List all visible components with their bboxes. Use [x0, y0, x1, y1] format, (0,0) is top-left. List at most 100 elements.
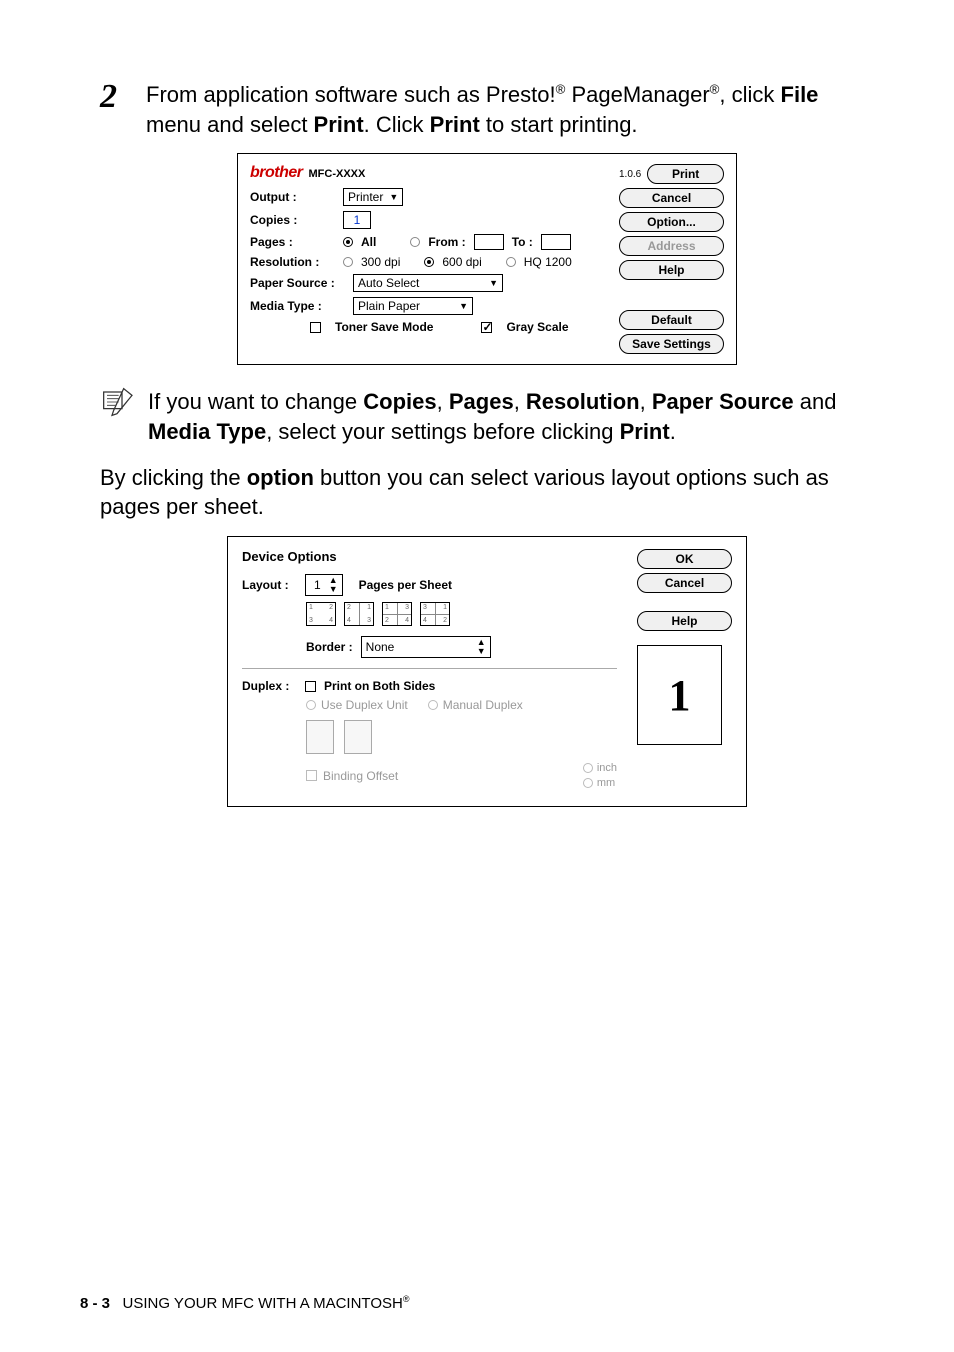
- t: From application software such as Presto…: [146, 82, 556, 107]
- use-duplex-option[interactable]: Use Duplex Unit: [306, 698, 408, 712]
- output-value: Printer: [348, 190, 383, 204]
- cancel-button[interactable]: Cancel: [637, 573, 732, 593]
- pages-from-radio[interactable]: [410, 237, 420, 247]
- layout-thumb[interactable]: 1324: [382, 602, 412, 626]
- chevron-down-icon: ▼: [459, 301, 468, 311]
- help-button[interactable]: Help: [619, 260, 724, 280]
- binding-offset-check[interactable]: [306, 770, 317, 781]
- t-bold: File: [781, 82, 819, 107]
- note-icon: [100, 387, 134, 417]
- pages-from-input[interactable]: [474, 234, 504, 250]
- media-type-select[interactable]: Plain Paper ▼: [353, 297, 473, 315]
- t-bold: Print: [620, 419, 670, 444]
- t: ,: [640, 389, 652, 414]
- res-300-radio[interactable]: [343, 257, 353, 267]
- toner-save-label: Toner Save Mode: [335, 320, 433, 334]
- copies-input[interactable]: 1: [343, 211, 371, 229]
- print-button[interactable]: Print: [647, 164, 724, 184]
- t: ,: [514, 389, 526, 414]
- note-block: If you want to change Copies, Pages, Res…: [100, 387, 874, 446]
- radio-icon: [306, 700, 316, 710]
- pages-per-sheet-label: Pages per Sheet: [359, 578, 452, 592]
- ok-button[interactable]: OK: [637, 549, 732, 569]
- output-label: Output :: [250, 190, 335, 204]
- layout-select[interactable]: 1 ▲▼: [305, 574, 343, 596]
- gray-scale-check[interactable]: [481, 322, 492, 333]
- layout-thumb[interactable]: 3142: [420, 602, 450, 626]
- pages-from-label: From :: [428, 235, 465, 249]
- t-bold: Print: [314, 112, 364, 137]
- paper-source-label: Paper Source :: [250, 276, 345, 290]
- unit-inch-label: inch: [597, 762, 617, 774]
- paper-source-value: Auto Select: [358, 276, 483, 290]
- model-label: MFC-XXXX: [309, 168, 366, 180]
- duplex-thumbnails: [306, 720, 617, 754]
- t: and: [794, 389, 837, 414]
- duplex-thumb[interactable]: [344, 720, 372, 754]
- t-bold: Copies: [363, 389, 436, 414]
- chevron-down-icon: ▼: [489, 278, 498, 288]
- default-button[interactable]: Default: [619, 310, 724, 330]
- footer-title: USING YOUR MFC WITH A MACINTOSH: [123, 1295, 403, 1312]
- page-footer: 8 - 3 USING YOUR MFC WITH A MACINTOSH®: [80, 1294, 409, 1312]
- pages-to-input[interactable]: [541, 234, 571, 250]
- media-type-label: Media Type :: [250, 299, 345, 313]
- manual-duplex-option[interactable]: Manual Duplex: [428, 698, 523, 712]
- t: menu and select: [146, 112, 314, 137]
- layout-thumbnails: 1234 2143 1324 3142: [306, 602, 617, 626]
- layout-label: Layout :: [242, 578, 297, 592]
- dialog-title: Device Options: [242, 549, 617, 564]
- border-value: None: [366, 640, 473, 654]
- output-select[interactable]: Printer ▼: [343, 188, 403, 206]
- help-button[interactable]: Help: [637, 611, 732, 631]
- save-settings-button[interactable]: Save Settings: [619, 334, 724, 354]
- t: to start printing.: [480, 112, 638, 137]
- t-bold: Resolution: [526, 389, 640, 414]
- option-button[interactable]: Option...: [619, 212, 724, 232]
- print-dialog: brother MFC-XXXX Output : Printer ▼ Copi…: [237, 153, 737, 365]
- t: , click: [719, 82, 780, 107]
- pages-label: Pages :: [250, 235, 335, 249]
- reg-mark: ®: [710, 82, 720, 97]
- dialog-title-row: brother MFC-XXXX: [250, 164, 619, 182]
- step-2: 2 From application software such as Pres…: [100, 80, 874, 139]
- version-label: 1.0.6: [619, 169, 641, 180]
- layout-thumb[interactable]: 2143: [344, 602, 374, 626]
- paper-source-select[interactable]: Auto Select ▼: [353, 274, 503, 292]
- chevron-down-icon: ▼: [389, 192, 398, 202]
- option-paragraph: By clicking the option button you can se…: [100, 463, 874, 522]
- unit-inch-radio[interactable]: [583, 763, 593, 773]
- reg-mark: ®: [556, 82, 566, 97]
- border-select[interactable]: None ▲▼: [361, 636, 491, 658]
- border-label: Border :: [306, 640, 353, 654]
- address-button[interactable]: Address: [619, 236, 724, 256]
- res-600-radio[interactable]: [424, 257, 434, 267]
- cancel-button[interactable]: Cancel: [619, 188, 724, 208]
- media-type-value: Plain Paper: [358, 299, 453, 313]
- t: . Click: [364, 112, 430, 137]
- layout-thumb[interactable]: 1234: [306, 602, 336, 626]
- t: .: [670, 419, 676, 444]
- resolution-label: Resolution :: [250, 255, 335, 269]
- t-bold: Print: [430, 112, 480, 137]
- reg-mark: ®: [403, 1294, 410, 1304]
- res-300-label: 300 dpi: [361, 255, 400, 269]
- duplex-thumb[interactable]: [306, 720, 334, 754]
- res-hq-radio[interactable]: [506, 257, 516, 267]
- t: If you want to change: [148, 389, 363, 414]
- t: PageManager: [565, 82, 709, 107]
- brand-logo: brother: [250, 164, 303, 182]
- unit-mm-radio[interactable]: [583, 778, 593, 788]
- preview-pane: 1: [637, 645, 722, 745]
- footer-page: 8 - 3: [80, 1295, 110, 1312]
- pages-to-label: To :: [512, 235, 533, 249]
- toner-save-check[interactable]: [310, 322, 321, 333]
- use-duplex-label: Use Duplex Unit: [321, 698, 408, 712]
- res-600-label: 600 dpi: [442, 255, 481, 269]
- binding-offset-label: Binding Offset: [323, 769, 398, 783]
- copies-label: Copies :: [250, 213, 335, 227]
- print-both-check[interactable]: [305, 681, 316, 692]
- t: By clicking the: [100, 465, 247, 490]
- pages-all-radio[interactable]: [343, 237, 353, 247]
- layout-value: 1: [310, 578, 325, 592]
